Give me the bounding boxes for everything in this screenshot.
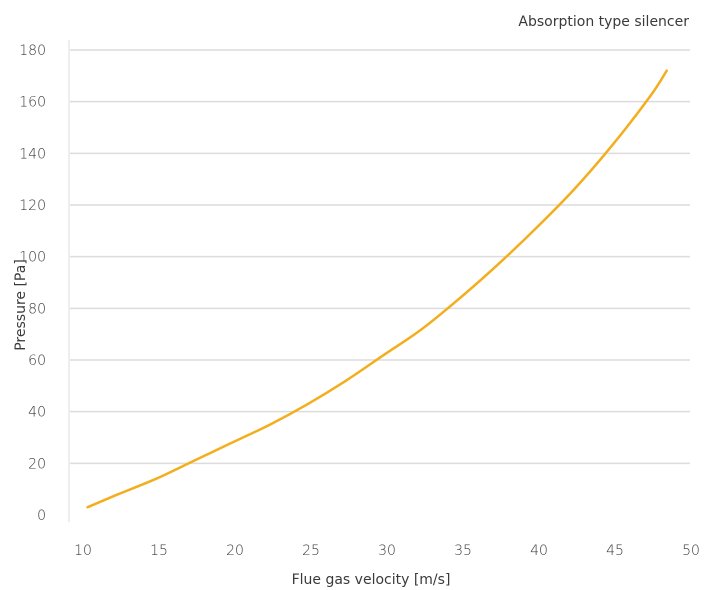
x-tick-label: 20 bbox=[226, 543, 244, 559]
x-tick-label: 50 bbox=[682, 543, 700, 559]
y-tick-labels: 0 20 40 60 80 100 120 140 160 180 bbox=[19, 43, 46, 524]
y-tick-label: 120 bbox=[19, 198, 46, 214]
y-tick-label: 80 bbox=[28, 301, 46, 317]
x-tick-label: 10 bbox=[74, 543, 92, 559]
x-tick-label: 30 bbox=[378, 543, 396, 559]
y-tick-label: 20 bbox=[28, 456, 46, 472]
series-line-pressure bbox=[86, 69, 668, 509]
y-axis-title: Pressure [Pa] bbox=[13, 259, 29, 351]
y-tick-label: 140 bbox=[19, 146, 46, 162]
y-tick-label: 60 bbox=[28, 353, 46, 369]
x-tick-label: 40 bbox=[530, 543, 548, 559]
grid-lines bbox=[70, 49, 690, 465]
y-tick-label: 160 bbox=[19, 95, 46, 111]
y-tick-label: 0 bbox=[37, 508, 46, 524]
x-tick-label: 15 bbox=[150, 543, 168, 559]
x-tick-label: 45 bbox=[606, 543, 624, 559]
y-tick-label: 100 bbox=[19, 250, 46, 266]
chart-title: Absorption type silencer bbox=[518, 14, 689, 30]
x-tick-label: 25 bbox=[302, 543, 320, 559]
x-tick-label: 35 bbox=[454, 543, 472, 559]
x-tick-labels: 10 15 20 25 30 35 40 45 50 bbox=[74, 543, 700, 559]
x-axis-title: Flue gas velocity [m/s] bbox=[292, 572, 451, 588]
y-tick-label: 40 bbox=[28, 405, 46, 421]
y-tick-label: 180 bbox=[19, 43, 46, 59]
